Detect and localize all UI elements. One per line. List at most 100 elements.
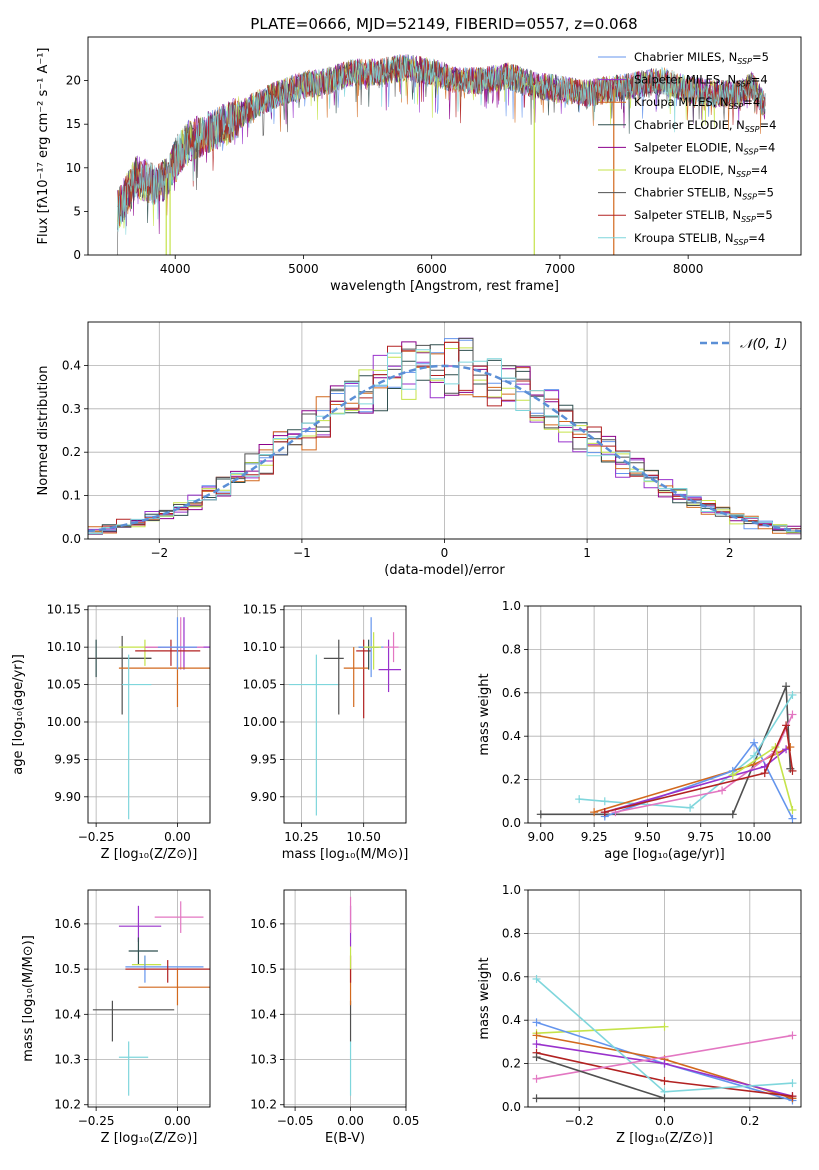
x-tick-label: 2 <box>726 546 734 560</box>
legend-text: Kroupa ELODIE, N <box>634 163 736 177</box>
legend-text: Salpeter MILES, N <box>634 73 736 87</box>
x-tick-label: −0.25 <box>78 1114 115 1128</box>
x-tick-label: 1 <box>583 546 591 560</box>
legend-value: =4 <box>743 95 760 109</box>
y-tick-label: 10.6 <box>54 917 81 931</box>
normal-legend-label: 𝒩(0, 1) <box>740 337 787 352</box>
legend-subscript: SSP <box>744 147 759 156</box>
y-tick-label: 0.0 <box>62 532 81 546</box>
y-tick-label: 0.6 <box>502 970 521 984</box>
mass_vs_EBV-frame <box>283 889 407 1108</box>
age_vs_mass-axes: 10.25 10.50 9.90 9.95 10.00 10.05 10.10 10.15 ma… <box>243 603 409 862</box>
y-tick-label: 9.95 <box>54 752 81 766</box>
y-tick-label: 10.6 <box>250 917 277 931</box>
legend-text: Kroupa STELIB, N <box>634 231 734 245</box>
y-tick-label: 0.8 <box>502 642 521 656</box>
weight_vs_Z-lines <box>532 974 797 1105</box>
y-tick-label: 10.00 <box>47 715 81 729</box>
legend-value: =4 <box>748 231 765 245</box>
y-tick-label: 0 <box>73 248 81 262</box>
y-tick-label: 10.05 <box>243 678 277 692</box>
legend-entry: Kroupa ELODIE, NSSP=4 <box>634 163 768 179</box>
y-tick-label: 0.0 <box>502 816 521 830</box>
legend-subscript: SSP <box>745 125 760 134</box>
y-axis-label: mass weight <box>477 673 492 755</box>
x-tick-label: −0.05 <box>277 1114 314 1128</box>
spectrum-series-8 <box>117 55 766 235</box>
x-tick-label: 0.00 <box>164 830 191 844</box>
x-tick-label: 9.75 <box>687 830 714 844</box>
weight_vs_Z-frame <box>527 889 802 1108</box>
y-axis-label: Normed distribution <box>36 366 51 496</box>
histogram-series-8 <box>88 349 801 535</box>
y-tick-label: 10 <box>66 161 81 175</box>
x-tick-label: −0.25 <box>78 830 115 844</box>
x-axis-label: mass [log₁₀(M/M⊙)] <box>282 847 409 862</box>
y-axis-label: mass weight <box>477 957 492 1039</box>
x-tick-label: 0 <box>441 546 449 560</box>
legend-subscript: SSP <box>734 238 749 247</box>
y-tick-label: 10.3 <box>250 1053 277 1067</box>
legend-text: Salpeter ELODIE, N <box>634 140 744 154</box>
y-tick-label: 10.2 <box>54 1098 81 1112</box>
x-axis-label: Z [log₁₀(Z/Z⊙)] <box>101 1131 198 1146</box>
residuals-frame <box>87 321 802 540</box>
legend-subscript: SSP <box>736 170 751 179</box>
figure-title: PLATE=0666, MJD=52149, FIBERID=0557, z=0… <box>250 15 637 33</box>
weight_vs_age-axes: 9.00 9.25 9.50 9.75 10.00 0.0 0.2 0.4 0.6 0.8 1.0 a… <box>477 599 801 862</box>
y-axis-label: Flux [fλ10⁻¹⁷ erg cm⁻² s⁻¹ A⁻¹] <box>36 48 51 245</box>
y-tick-label: 10.5 <box>250 962 277 976</box>
x-tick-label: 0.0 <box>655 1114 674 1128</box>
age_vs_mass-frame <box>283 605 407 824</box>
y-tick-label: 0.4 <box>62 358 81 372</box>
weight_vs_age-frame <box>527 605 802 824</box>
x-axis-label: age [log₁₀(age/yr)] <box>604 847 725 862</box>
legend-subscript: SSP <box>741 215 756 224</box>
legend-entry: Kroupa STELIB, NSSP=4 <box>634 231 765 247</box>
x-tick-label: −2 <box>150 546 168 560</box>
legend-value: =5 <box>757 186 774 200</box>
y-tick-label: 9.95 <box>250 752 277 766</box>
x-axis-label: (data-model)/error <box>384 563 505 578</box>
x-tick-label: 10.25 <box>284 830 318 844</box>
legend-entry: Chabrier STELIB, NSSP=5 <box>634 186 774 202</box>
legend-entry: Chabrier MILES, NSSP=5 <box>634 50 769 66</box>
y-tick-label: 0.4 <box>502 729 521 743</box>
legend-value: =5 <box>752 50 769 64</box>
legend-entry: Chabrier ELODIE, NSSP=4 <box>634 118 776 134</box>
legend-subscript: SSP <box>737 57 752 66</box>
y-tick-label: 1.0 <box>502 599 521 613</box>
normal-legend: 𝒩(0, 1) <box>700 337 787 352</box>
x-tick-label: 6000 <box>416 262 447 276</box>
y-tick-label: 0.4 <box>502 1013 521 1027</box>
legend-entry: Kroupa MILES, NSSP=4 <box>634 95 760 111</box>
y-tick-label: 0.0 <box>502 1100 521 1114</box>
y-axis-label: mass [log₁₀(M/M⊙)] <box>21 935 36 1062</box>
spectrum-lines <box>117 54 766 255</box>
y-tick-label: 10.00 <box>243 715 277 729</box>
y-tick-label: 5 <box>73 204 81 218</box>
x-tick-label: 10.50 <box>346 830 380 844</box>
x-tick-label: 0.2 <box>740 1114 759 1128</box>
y-tick-label: 15 <box>66 117 81 131</box>
y-tick-label: 1.0 <box>502 883 521 897</box>
x-axis-label: E(B-V) <box>325 1131 365 1146</box>
y-tick-label: 0.1 <box>62 489 81 503</box>
y-tick-label: 10.4 <box>54 1007 81 1021</box>
x-tick-label: 8000 <box>673 262 704 276</box>
residual-histograms <box>88 337 801 538</box>
x-tick-label: 0.00 <box>337 1114 364 1128</box>
y-tick-label: 10.3 <box>54 1053 81 1067</box>
x-tick-label: 5000 <box>288 262 319 276</box>
y-tick-label: 20 <box>66 74 81 88</box>
legend-entry: Salpeter ELODIE, NSSP=4 <box>634 140 775 156</box>
y-tick-label: 10.15 <box>47 603 81 617</box>
weight_vs_age-lines <box>536 682 797 823</box>
legend-text: Kroupa MILES, N <box>634 95 729 109</box>
age_vs_Z-frame <box>87 605 211 824</box>
y-tick-label: 0.2 <box>62 445 81 459</box>
legend-value: =4 <box>758 140 775 154</box>
